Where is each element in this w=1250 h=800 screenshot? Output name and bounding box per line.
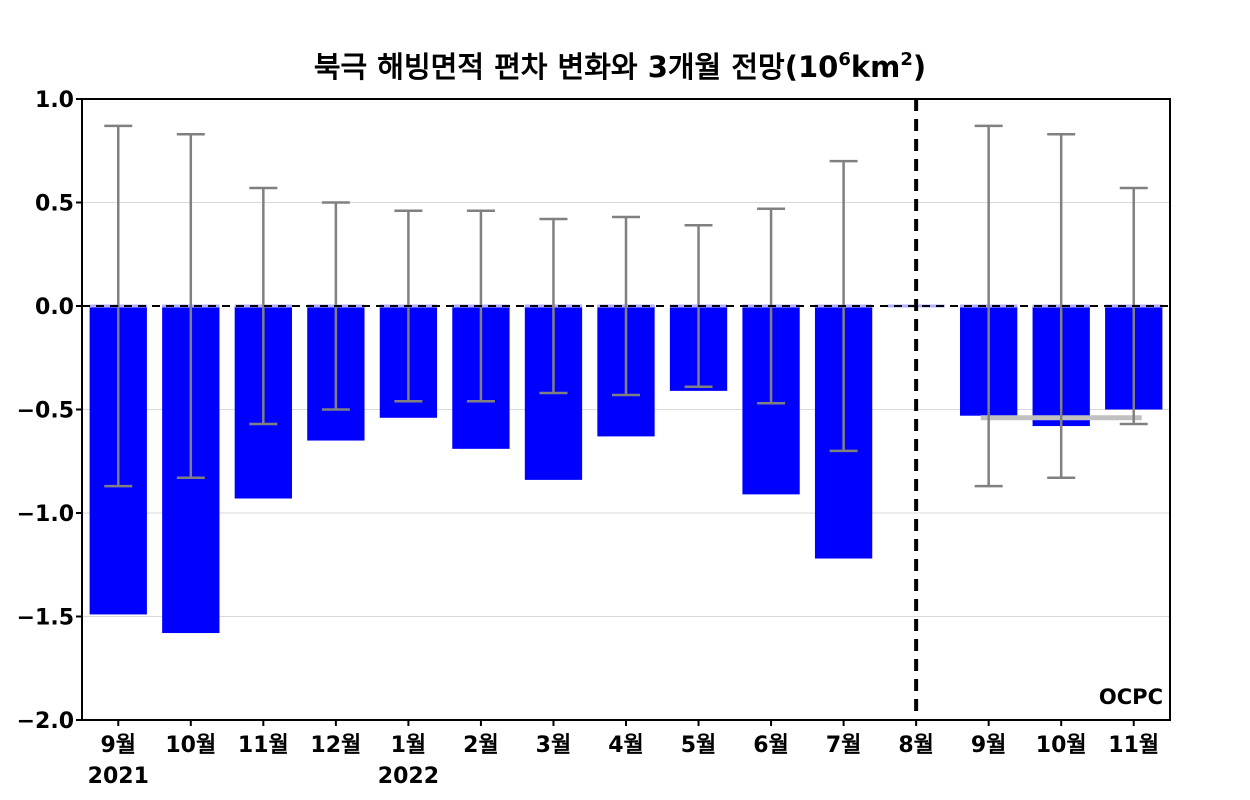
x-tick-label: 10월 (1036, 733, 1087, 758)
y-tick-label: 0.0 (35, 295, 74, 320)
x-tick-label: 2월 (463, 733, 499, 758)
x-tick-label: 11월 (1108, 733, 1159, 758)
x-tick-label: 3월 (536, 733, 572, 758)
chart-title: 북극 해빙면적 편차 변화와 3개월 전망(106km2) (314, 49, 926, 84)
x-tick-label: 1월 (391, 733, 427, 758)
y-tick-label: −1.5 (17, 606, 74, 631)
x-tick-label: 4월 (608, 733, 644, 758)
y-tick-label: −1.0 (17, 502, 74, 527)
x-tick-label: 8월 (898, 733, 934, 758)
x-tick-label: 9월 (971, 733, 1007, 758)
y-tick-label: −0.5 (17, 399, 74, 424)
tick-labels: 1.0 0.5 0.0 −0.5 −1.0 −1.5 −2.0 9월 10월 11월 12월 1월 2월… (17, 88, 1160, 789)
x-tick-label: 11월 (238, 733, 289, 758)
chart-title-sup-2: 2 (900, 49, 913, 70)
chart-title-sup-1: 6 (838, 49, 851, 70)
y-tick-label: 0.5 (35, 192, 74, 217)
x-tick-label: 5월 (681, 733, 717, 758)
x-tick-label: 10월 (165, 733, 216, 758)
axes (76, 98, 1171, 726)
y-tick-label: −2.0 (17, 709, 74, 734)
y-tick-label: 1.0 (35, 88, 74, 113)
year-label: 2022 (378, 764, 439, 789)
year-label: 2021 (88, 764, 149, 789)
logo-text: OCPC (1099, 685, 1163, 709)
chart-title-suffix: ) (913, 50, 926, 84)
x-tick-label: 9월 (100, 733, 136, 758)
x-tick-label: 6월 (753, 733, 789, 758)
x-tick-label: 12월 (310, 733, 361, 758)
ocpc-logo: OCPC (1099, 685, 1163, 709)
x-tick-label: 7월 (826, 733, 862, 758)
chart-title-mid: km (851, 50, 901, 84)
chart-title-prefix: 북극 해빙면적 편차 변화와 3개월 전망(10 (314, 50, 838, 84)
